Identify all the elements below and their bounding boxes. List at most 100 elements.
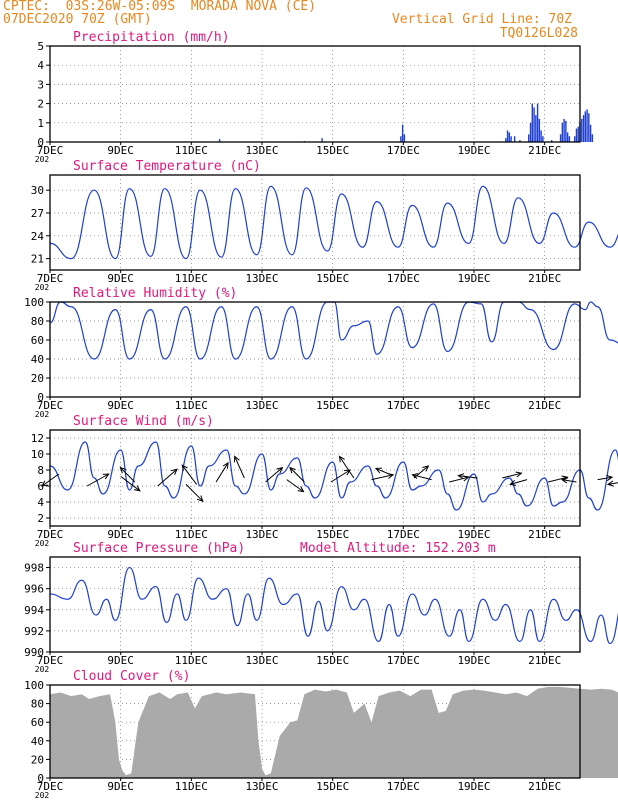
precip-bar [508,132,511,142]
x-tick-label: 11DEC [175,272,208,285]
run-date: 07DEC2020 70Z (GMT) [3,12,152,27]
x-tick-label: 13DEC [245,144,278,157]
wind-arrow-head [422,465,430,472]
series-line [49,566,618,645]
precip-bar [559,134,562,142]
precip-bar [568,136,571,142]
x-tick-label: 9DEC [107,528,134,541]
series-line [49,441,618,511]
x-tick-label: 17DEC [387,528,420,541]
y-tick-label: 60 [31,334,44,347]
panel-frame [49,174,581,271]
x-tick-label: 21DEC [528,272,561,285]
y-tick-label: 40 [31,353,44,366]
y-tick-label: 21 [31,253,44,266]
y-tick-label: 3 [37,78,44,91]
wind-arrow-head [515,471,523,478]
x-tick-label: 11DEC [175,654,208,667]
panel-title: Precipitation (mm/h) [73,30,230,45]
y-tick-label: 992 [24,625,44,638]
wind-arrow [412,474,432,481]
precip-bar [586,109,588,142]
wind-arrow-head [133,485,141,492]
x-tick-label: 7DEC [37,654,64,667]
precip-bar [218,139,221,142]
y-tick-label: 2 [37,512,44,525]
precip-bar [536,103,539,142]
precip-bar [551,140,553,142]
x-tick-label: 15DEC [316,654,349,667]
precip-bar [538,118,541,142]
x-tick-label: 9DEC [107,144,134,157]
wind-arrow-head [234,455,240,463]
x-tick-label: 7DEC [37,399,64,412]
panel-frame [49,556,581,653]
wind-arrow [286,479,304,493]
x-tick-label: 7DEC [37,144,64,157]
y-tick-label: 4 [37,59,44,72]
wind-arrow-head [606,480,614,487]
wind-arrow [510,479,528,485]
wind-arrow [339,456,355,479]
x-tick-label: 7DEC [37,780,64,793]
y-tick-label: 1 [37,117,44,130]
x-tick-label: 15DEC [316,528,349,541]
series-line [49,185,618,260]
y-tick-label: 24 [31,230,45,243]
precip-bar [591,134,594,142]
y-tick-label: 20 [31,372,44,385]
wind-arrow-head [338,455,345,463]
x-tick-label: 19DEC [457,272,490,285]
y-tick-label: 80 [31,315,44,328]
precip-bar [321,138,323,142]
y-tick-label: 5 [37,40,44,53]
precip-bar [510,136,512,142]
x-tick-sublabel: 202 [35,539,50,548]
precip-bar [589,124,592,142]
y-tick-label: 994 [24,604,44,617]
precip-bar [575,128,578,142]
wind-arrow-head [411,473,419,480]
wind-arrow-head [41,480,49,487]
x-tick-label: 21DEC [528,528,561,541]
x-tick-sublabel: 202 [35,410,50,419]
y-tick-label: 80 [31,698,44,711]
precip-bar [573,136,576,142]
x-tick-label: 13DEC [245,780,278,793]
precip-bar [403,134,406,142]
y-tick-label: 40 [31,735,44,748]
wind-arrow-head [197,495,204,503]
wind-arrow [86,473,109,487]
wind-arrow [548,476,568,483]
x-tick-label: 11DEC [175,528,208,541]
x-tick-label: 19DEC [457,144,490,157]
wind-arrow-head [560,477,568,484]
wind-arrow [215,462,229,483]
panel-2: 21 24 27 30 7DEC202 9DEC 11DEC 13DEC 15DEC 17DEC 1… [31,159,618,292]
precip-bar [505,138,507,142]
wind-arrow-head [344,469,352,476]
precip-bar [506,130,509,142]
wind-arrow [597,476,613,481]
wind-arrow-head [276,466,284,474]
precip-bar [563,118,565,142]
y-tick-label: 20 [31,753,44,766]
wind-arrow [449,476,469,483]
panel-title: Surface Pressure (hPa) [73,541,245,556]
x-tick-label: 21DEC [528,144,561,157]
x-tick-label: 17DEC [387,399,420,412]
precip-bar [561,122,564,142]
precip-bar [581,118,583,142]
wind-arrow [371,474,394,481]
panel-frame [49,45,581,143]
precip-bar [519,140,521,142]
x-tick-label: 13DEC [245,654,278,667]
wind-arrow [120,467,136,483]
precip-bar [529,122,532,142]
x-tick-label: 9DEC [107,272,134,285]
y-tick-label: 8 [37,464,44,477]
precip-bar [401,124,404,142]
y-tick-label: 100 [24,679,44,692]
wind-arrow [375,467,393,477]
wind-arrow-head [102,473,110,480]
